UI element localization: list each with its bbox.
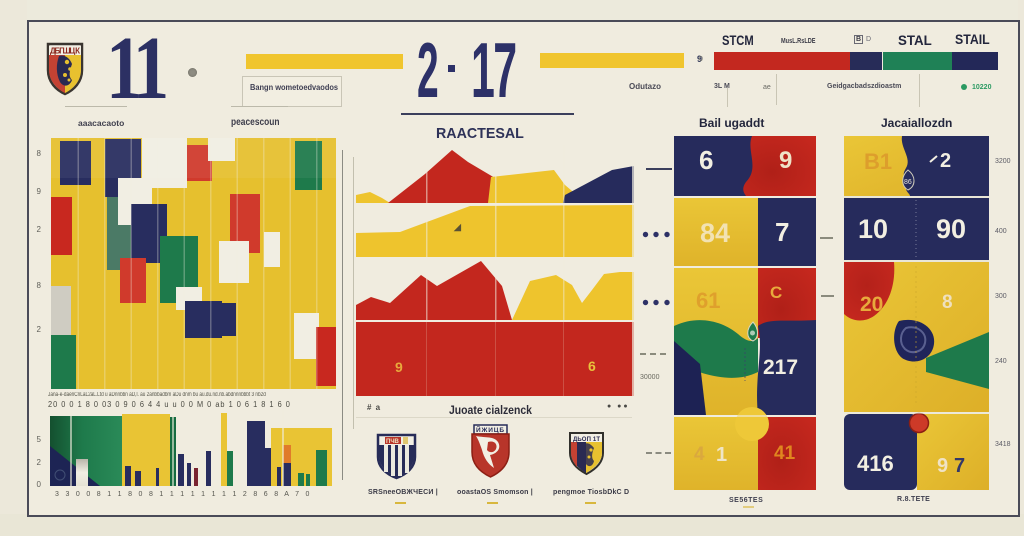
svg-text:61: 61: [696, 288, 720, 313]
svg-text:B1: B1: [864, 149, 892, 174]
svg-text:84: 84: [700, 218, 730, 248]
svg-text:8: 8: [942, 292, 953, 313]
svg-text:ДЬОП 1Т: ДЬОП 1Т: [573, 437, 600, 443]
svg-text:9: 9: [937, 455, 948, 477]
svg-text:6: 6: [588, 358, 596, 374]
svg-text:416: 416: [857, 451, 894, 476]
svg-text:41: 41: [774, 443, 796, 464]
svg-text:ДБГШЦ К: ДБГШЦ К: [50, 47, 80, 56]
svg-text:7: 7: [775, 217, 789, 247]
svg-text:90: 90: [936, 214, 966, 244]
svg-text:217: 217: [763, 356, 798, 379]
svg-text:7: 7: [954, 455, 965, 477]
svg-text:4: 4: [694, 444, 705, 465]
svg-text:1: 1: [716, 444, 727, 466]
svg-text:9: 9: [395, 359, 403, 375]
svg-text:20: 20: [860, 293, 883, 316]
svg-text:ЙЖИЦБ: ЙЖИЦБ: [476, 425, 504, 434]
svg-text:C: C: [770, 283, 782, 302]
svg-text:9: 9: [779, 147, 792, 174]
svg-text:10: 10: [858, 214, 888, 244]
svg-text:86: 86: [904, 179, 912, 186]
svg-text:6: 6: [699, 145, 713, 175]
svg-text:◢: ◢: [453, 222, 462, 232]
svg-text:ПЧВ: ПЧВ: [386, 439, 400, 445]
svg-text:2: 2: [940, 150, 951, 172]
